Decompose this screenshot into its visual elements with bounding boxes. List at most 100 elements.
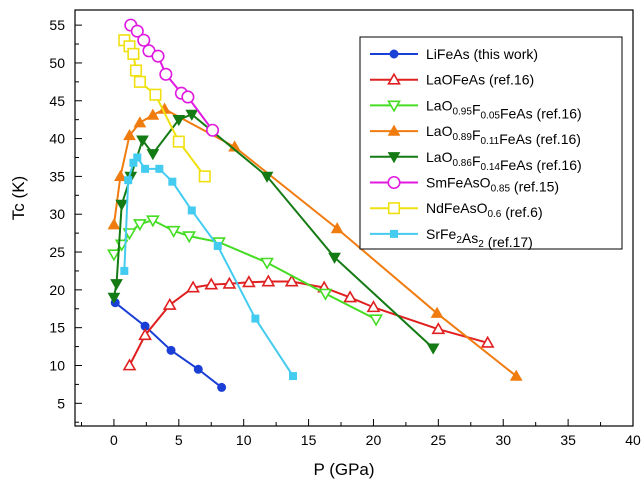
plot-frame xyxy=(74,9,634,427)
data-point xyxy=(146,108,160,120)
legend-box xyxy=(359,36,623,250)
data-point xyxy=(186,280,200,293)
data-point xyxy=(133,75,146,88)
y-axis: 5 10 15 20 25 30 35 40 45 50 55 xyxy=(49,17,82,423)
data-point xyxy=(260,257,274,270)
data-point xyxy=(369,314,383,327)
data-point xyxy=(318,288,333,301)
data-point xyxy=(251,314,260,323)
data-point xyxy=(182,231,197,244)
data-point xyxy=(426,343,440,355)
series-1 xyxy=(110,298,227,392)
data-point xyxy=(387,175,401,190)
x-axis: 0 5 10 15 20 25 30 35 40 xyxy=(80,419,641,448)
x-tick-label: 15 xyxy=(301,432,317,448)
legend-item: LaO0.95F0.05FeAs (ref.16) xyxy=(370,97,582,121)
data-point xyxy=(213,241,222,250)
x-tick-label: 20 xyxy=(366,432,382,448)
data-point xyxy=(172,115,186,127)
data-point xyxy=(107,218,121,230)
data-point xyxy=(387,124,401,136)
data-point xyxy=(222,276,237,289)
x-tick-label: 30 xyxy=(495,432,511,448)
data-point xyxy=(107,249,121,262)
data-point xyxy=(115,199,129,211)
data-point xyxy=(162,297,177,310)
data-point xyxy=(198,170,211,183)
data-point xyxy=(129,64,143,77)
data-point xyxy=(133,153,142,162)
series-line xyxy=(128,280,488,366)
data-point xyxy=(130,24,144,38)
data-point xyxy=(389,49,399,59)
data-point xyxy=(289,372,298,381)
data-point xyxy=(123,129,136,141)
series-layer xyxy=(107,18,523,392)
data-point xyxy=(330,222,344,234)
legend-label: NdFeAsO0.6 (ref.6) xyxy=(426,200,543,220)
x-tick-label: 40 xyxy=(625,432,641,448)
data-point xyxy=(110,279,123,291)
data-point xyxy=(166,225,181,238)
data-point xyxy=(107,292,121,304)
data-point xyxy=(133,219,147,232)
data-point xyxy=(120,266,129,275)
data-point xyxy=(431,322,446,335)
series-5 xyxy=(107,109,440,355)
x-tick-label: 25 xyxy=(431,432,447,448)
data-point xyxy=(124,176,133,185)
series-line xyxy=(112,107,517,377)
legend-item: SrFe2As2 (ref.17) xyxy=(370,226,533,250)
data-point xyxy=(366,300,381,313)
x-tick-label: 0 xyxy=(110,432,118,448)
legend-item: LaOFeAs (ref.16) xyxy=(370,72,534,88)
legend-label: SrFe2As2 (ref.17) xyxy=(426,226,533,250)
data-point xyxy=(185,109,199,121)
data-point xyxy=(387,152,401,164)
series-7 xyxy=(118,34,211,183)
y-tick-label: 30 xyxy=(49,206,65,222)
data-point xyxy=(430,306,444,318)
data-point xyxy=(387,100,401,113)
series-6 xyxy=(124,18,220,137)
data-point xyxy=(172,135,185,148)
data-point xyxy=(204,277,219,290)
x-axis-title: P (GPa) xyxy=(313,460,374,479)
y-tick-label: 50 xyxy=(49,55,65,71)
data-point xyxy=(138,328,152,341)
legend-label: LaOFeAs (ref.16) xyxy=(426,72,534,88)
data-point xyxy=(149,88,162,101)
legend-item: LaO0.86F0.14FeAs (ref.16) xyxy=(370,149,582,173)
legend-item: SmFeAsO0.85 (ref.15) xyxy=(370,175,559,195)
y-axis-title: Tc (K) xyxy=(9,176,28,220)
data-point xyxy=(387,72,401,85)
data-point xyxy=(122,358,137,371)
data-point xyxy=(242,275,256,288)
y-tick-label: 5 xyxy=(57,395,65,411)
data-point xyxy=(168,177,177,186)
data-point xyxy=(260,171,274,183)
legend-label: LiFeAs (this work) xyxy=(426,46,538,62)
legend-item: LiFeAs (this work) xyxy=(370,46,538,62)
data-point xyxy=(284,274,299,287)
data-point xyxy=(343,290,357,303)
data-point xyxy=(390,229,398,238)
x-tick-label: 10 xyxy=(236,432,252,448)
legend-item: LaO0.89F0.11FeAs (ref.16) xyxy=(370,123,581,147)
plot-area xyxy=(74,9,634,427)
legend: LiFeAs (this work) LaOFeAs (ref.16) LaO0.9… xyxy=(359,36,623,250)
y-tick-label: 55 xyxy=(49,17,65,33)
data-point xyxy=(193,364,203,374)
data-point xyxy=(328,252,341,264)
data-point xyxy=(509,369,523,381)
data-point xyxy=(166,345,176,355)
legend-label: SmFeAsO0.85 (ref.15) xyxy=(426,175,559,195)
y-tick-label: 10 xyxy=(49,357,65,373)
series-line xyxy=(113,219,377,321)
legend-item: NdFeAsO0.6 (ref.6) xyxy=(370,200,543,220)
data-point xyxy=(261,274,276,287)
data-point xyxy=(145,215,160,228)
data-point xyxy=(217,382,227,392)
legend-label: LaO0.95F0.05FeAs (ref.16) xyxy=(426,97,582,121)
